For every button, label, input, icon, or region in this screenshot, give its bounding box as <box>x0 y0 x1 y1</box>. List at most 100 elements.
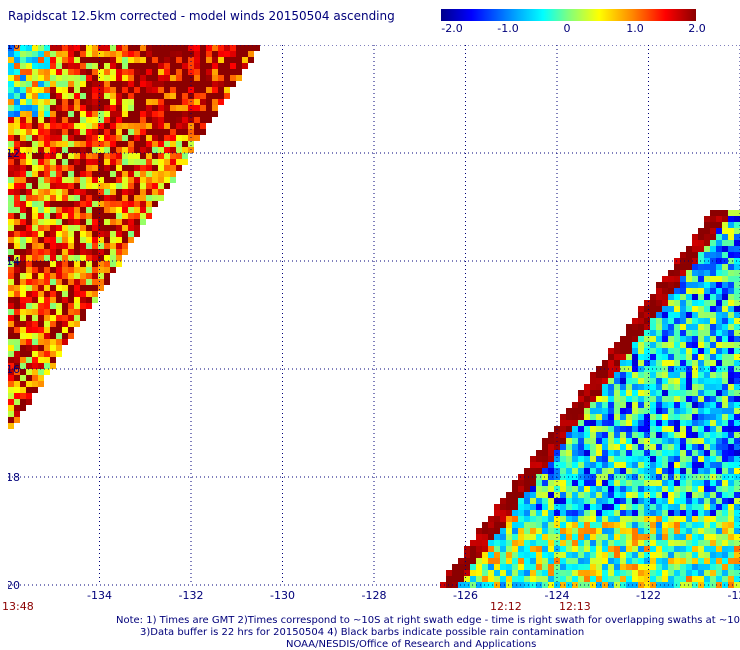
swath-cell <box>734 282 740 288</box>
swath-cell <box>686 540 692 546</box>
swath-cell <box>650 438 656 444</box>
swath-cell <box>662 276 668 282</box>
swath-cell <box>728 522 734 528</box>
swath-cell <box>728 558 734 564</box>
swath-cell <box>224 51 230 57</box>
swath-cell <box>8 345 14 351</box>
swath-cell <box>38 225 44 231</box>
swath-cell <box>98 63 104 69</box>
swath-cell <box>14 207 20 213</box>
swath-cell <box>644 408 650 414</box>
swath-cell <box>710 288 716 294</box>
swath-cell <box>650 540 656 546</box>
swath-cell <box>638 450 644 456</box>
swath-cell <box>32 87 38 93</box>
swath-cell <box>92 105 98 111</box>
swath-cell <box>710 252 716 258</box>
swath-cell <box>110 177 116 183</box>
swath-cell <box>626 516 632 522</box>
swath-cell <box>656 570 662 576</box>
swath-cell <box>710 450 716 456</box>
swath-cell <box>188 117 194 123</box>
swath-cell <box>590 564 596 570</box>
swath-cell <box>542 492 548 498</box>
swath-cell <box>602 414 608 420</box>
swath-cell <box>578 546 584 552</box>
swath-cell <box>56 249 62 255</box>
swath-cell <box>44 141 50 147</box>
swath-cell <box>608 354 614 360</box>
swath-cell <box>20 219 26 225</box>
swath-cell <box>524 564 530 570</box>
swath-cell <box>590 522 596 528</box>
swath-cell <box>14 219 20 225</box>
swath-cell <box>722 402 728 408</box>
swath-cell <box>140 63 146 69</box>
swath-cell <box>116 135 122 141</box>
swath-cell <box>50 105 56 111</box>
swath-cell <box>656 492 662 498</box>
swath-cell <box>56 273 62 279</box>
swath-cell <box>14 375 20 381</box>
note-line-1: Note: 1) Times are GMT 2)Times correspon… <box>116 615 740 626</box>
swath-cell <box>656 390 662 396</box>
swath-cell <box>650 576 656 582</box>
swath-cell <box>92 291 98 297</box>
swath-cell <box>716 498 722 504</box>
swath-cell <box>644 576 650 582</box>
swath-cell <box>8 231 14 237</box>
swath-cell <box>608 540 614 546</box>
swath-cell <box>476 564 482 570</box>
swath-cell <box>662 552 668 558</box>
swath-cell <box>26 363 32 369</box>
swath-cell <box>656 318 662 324</box>
swath-cell <box>38 171 44 177</box>
swath-cell <box>122 153 128 159</box>
swath-cell <box>218 45 224 51</box>
swath-cell <box>476 582 482 588</box>
swath-cell <box>68 237 74 243</box>
swath-cell <box>50 87 56 93</box>
swath-cell <box>44 87 50 93</box>
swath-cell <box>20 99 26 105</box>
swath-cell <box>62 267 68 273</box>
swath-cell <box>560 528 566 534</box>
swath-cell <box>164 165 170 171</box>
swath-cell <box>158 51 164 57</box>
swath-cell <box>590 384 596 390</box>
swath-cell <box>530 546 536 552</box>
swath-cell <box>74 183 80 189</box>
swath-cell <box>626 522 632 528</box>
swath-cell <box>14 183 20 189</box>
swath-cell <box>734 462 740 468</box>
swath-cell <box>668 540 674 546</box>
swath-cell <box>692 270 698 276</box>
swath-cell <box>656 342 662 348</box>
swath-cell <box>692 438 698 444</box>
swath-cell <box>698 498 704 504</box>
swath-cell <box>14 309 20 315</box>
swath-cell <box>128 51 134 57</box>
swath-cell <box>668 276 674 282</box>
swath-cell <box>116 219 122 225</box>
swath-cell <box>26 189 32 195</box>
swath-cell <box>542 510 548 516</box>
swath-cell <box>668 552 674 558</box>
swath-cell <box>662 480 668 486</box>
swath-cell <box>590 546 596 552</box>
swath-cell <box>194 123 200 129</box>
swath-cell <box>26 273 32 279</box>
swath-cell <box>62 153 68 159</box>
swath-time-label: 12:12 <box>490 600 522 613</box>
swath-cell <box>680 270 686 276</box>
swath-cell <box>104 267 110 273</box>
swath-cell <box>662 306 668 312</box>
swath-cell <box>14 177 20 183</box>
swath-cell <box>122 231 128 237</box>
swath-cell <box>14 381 20 387</box>
swath-cell <box>728 216 734 222</box>
swath-cell <box>80 243 86 249</box>
swath-cell <box>14 291 20 297</box>
swath-cell <box>698 468 704 474</box>
swath-cell <box>80 105 86 111</box>
